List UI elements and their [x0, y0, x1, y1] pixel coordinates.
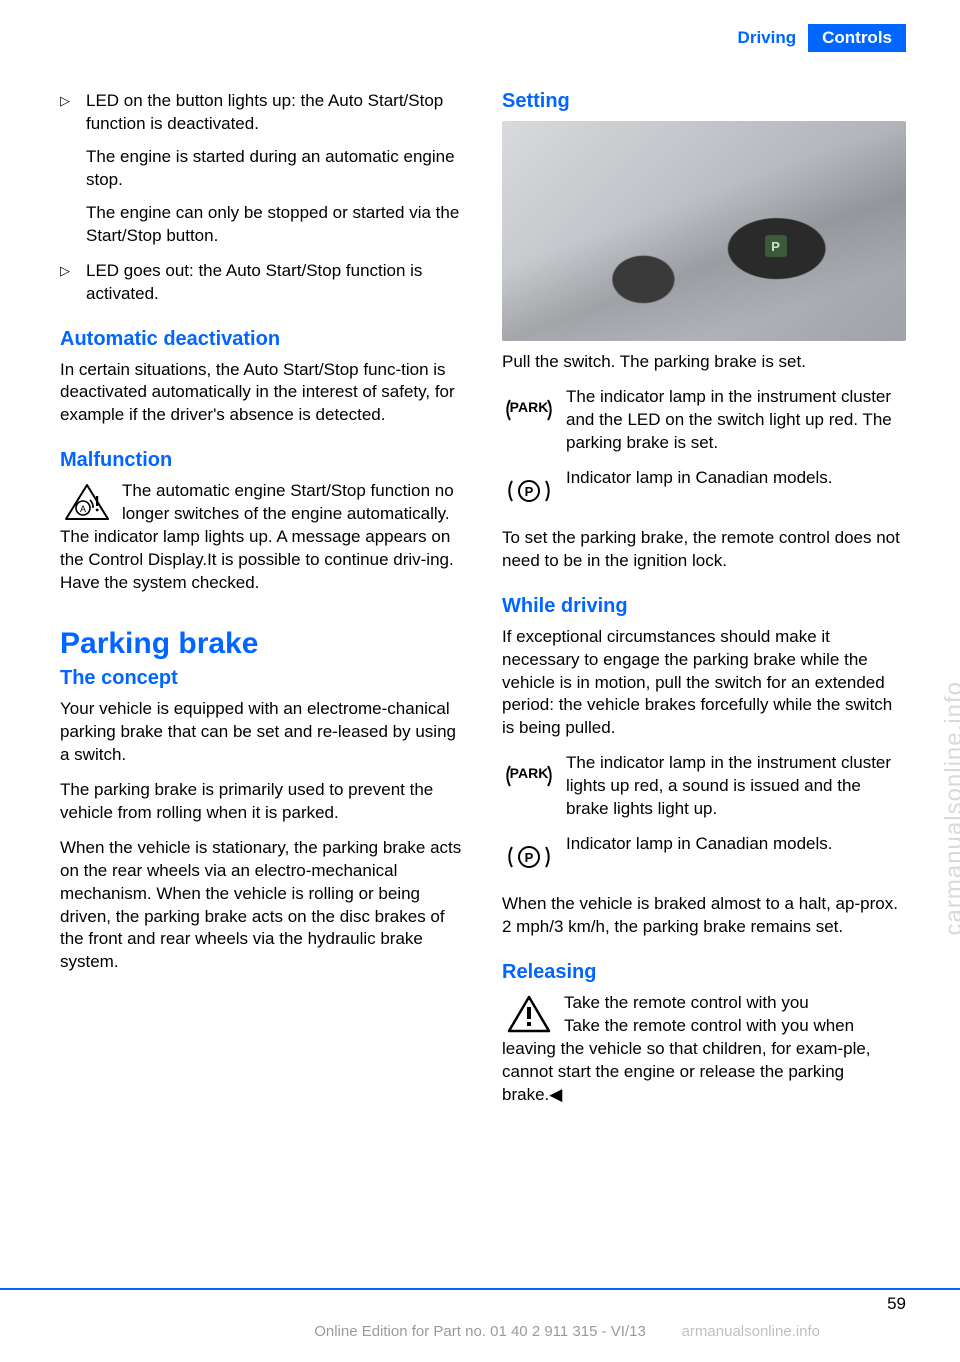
park-indicator-icon: PARK — [502, 386, 556, 434]
indicator-row: P Indicator lamp in Canadian models. — [502, 467, 906, 515]
releasing-lead: Take the remote control with you — [564, 993, 809, 1012]
svg-text:A: A — [80, 504, 86, 514]
paragraph: In certain situations, the Auto Start/St… — [60, 359, 464, 428]
heading-releasing: Releasing — [502, 961, 906, 984]
releasing-text: Take the remote control with you when le… — [502, 1016, 871, 1104]
bullet-lead: LED on the button lights up: the Auto St… — [86, 90, 464, 136]
bullet-sub: The engine is started during an automati… — [86, 146, 464, 192]
svg-text:P: P — [525, 484, 534, 499]
indicator-text: The indicator lamp in the instrument clu… — [566, 386, 906, 455]
indicator-row: P Indicator lamp in Canadian models. — [502, 833, 906, 881]
indicator-text: Indicator lamp in Canadian models. — [566, 467, 906, 490]
indicator-text: The indicator lamp in the instrument clu… — [566, 752, 906, 821]
paragraph: When the vehicle is stationary, the park… — [60, 837, 464, 975]
paragraph: The parking brake is primarily used to p… — [60, 779, 464, 825]
header-section: Driving — [726, 24, 809, 52]
auto-start-stop-warning-icon: A — [60, 480, 114, 524]
heading-while-driving: While driving — [502, 595, 906, 618]
right-column: Setting P Pull the switch. The parking b… — [502, 90, 906, 1282]
footer-overlay: armanualsonline.info — [682, 1323, 820, 1340]
paragraph: To set the parking brake, the remote con… — [502, 527, 906, 573]
bottom-rule — [0, 1288, 960, 1290]
park-canadian-icon: P — [502, 833, 556, 881]
paragraph: Your vehicle is equipped with an electro… — [60, 698, 464, 767]
svg-text:PARK: PARK — [510, 765, 549, 781]
park-canadian-icon: P — [502, 467, 556, 515]
bullet-body: LED on the button lights up: the Auto St… — [86, 90, 464, 248]
park-indicator-icon: PARK — [502, 752, 556, 800]
bullet-lead: LED goes out: the Auto Start/Stop functi… — [86, 260, 464, 306]
heading-malfunction: Malfunction — [60, 449, 464, 472]
svg-text:P: P — [525, 850, 534, 865]
indicator-text: Indicator lamp in Canadian models. — [566, 833, 906, 856]
bullet-sub: The engine can only be stopped or starte… — [86, 202, 464, 248]
heading-auto-deactivation: Automatic deactivation — [60, 328, 464, 351]
malfunction-block: A The automatic engine Start/Stop functi… — [60, 480, 464, 595]
parking-brake-switch-figure: P — [502, 121, 906, 341]
bullet-marker-icon: ▷ — [60, 90, 86, 248]
heading-concept: The concept — [60, 667, 464, 690]
figure-caption: Pull the switch. The parking brake is se… — [502, 351, 906, 374]
bullet-item: ▷ LED on the button lights up: the Auto … — [60, 90, 464, 248]
watermark: carmanualsonline.info — [940, 681, 960, 935]
indicator-row: PARK The indicator lamp in the instrumen… — [502, 386, 906, 455]
paragraph: When the vehicle is braked almost to a h… — [502, 893, 906, 939]
page-content: ▷ LED on the button lights up: the Auto … — [60, 90, 906, 1282]
bullet-body: LED goes out: the Auto Start/Stop functi… — [86, 260, 464, 306]
svg-text:PARK: PARK — [510, 399, 549, 415]
bullet-marker-icon: ▷ — [60, 260, 86, 306]
bullet-item: ▷ LED goes out: the Auto Start/Stop func… — [60, 260, 464, 306]
left-column: ▷ LED on the button lights up: the Auto … — [60, 90, 464, 1282]
caution-icon — [502, 992, 556, 1036]
p-badge-icon: P — [765, 235, 787, 257]
heading-setting: Setting — [502, 90, 906, 113]
header-category: Controls — [808, 24, 906, 52]
releasing-caution: Take the remote control with you Take th… — [502, 992, 906, 1107]
page-number: 59 — [887, 1294, 906, 1314]
header-bar: Driving Controls — [726, 24, 906, 52]
indicator-row: PARK The indicator lamp in the instrumen… — [502, 752, 906, 821]
paragraph: If exceptional circumstances should make… — [502, 626, 906, 741]
heading-parking-brake: Parking brake — [60, 627, 464, 661]
